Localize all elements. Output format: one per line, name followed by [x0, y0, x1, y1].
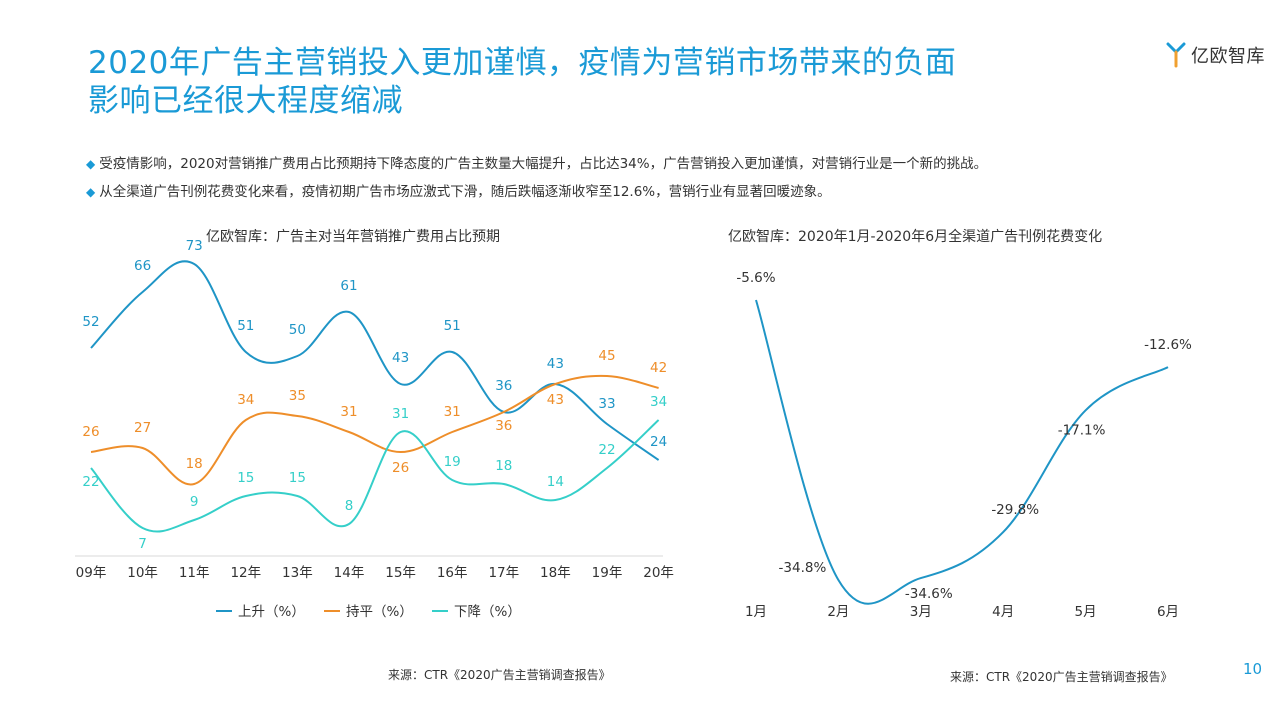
data-label: 73 — [186, 238, 203, 254]
source-note-right: 来源：CTR《2020广告主营销调查报告》 — [950, 670, 1173, 684]
series-line — [90, 374, 659, 486]
data-label: 51 — [444, 318, 461, 334]
legend-label: 持平（%） — [346, 604, 413, 620]
x-tick-label: 13年 — [282, 565, 313, 581]
series-line — [90, 419, 660, 533]
data-label: 7 — [138, 536, 147, 552]
data-label: -34.6% — [905, 586, 953, 602]
diamond-icon: ◆ — [86, 185, 96, 199]
data-label: 26 — [392, 460, 409, 476]
x-tick-label: 2月 — [827, 604, 849, 620]
data-label: -12.6% — [1144, 337, 1192, 353]
data-label: 50 — [289, 322, 306, 338]
series-line — [90, 260, 660, 461]
legend-label: 上升（%） — [238, 604, 305, 620]
data-label: 43 — [547, 356, 564, 372]
legend-label: 下降（%） — [454, 604, 521, 620]
data-label: 26 — [82, 424, 99, 440]
brand-logo-icon — [1166, 42, 1186, 68]
budget-expectation-line-chart: 09年 10年 11年 12年 13年 14年 15年 16年 17年 18年 19年 20年 52 66… — [75, 238, 674, 620]
x-tick-label: 16年 — [437, 565, 468, 581]
data-label: 19 — [444, 454, 461, 470]
data-label: 61 — [340, 278, 357, 294]
x-tick-label: 11年 — [179, 565, 210, 581]
data-label: 14 — [547, 474, 564, 490]
data-label: 35 — [289, 388, 306, 404]
finding-text: 受疫情影响，2020对营销推广费用占比预期持下降态度的广告主数量大幅提升，占比达… — [99, 156, 988, 172]
data-label: -5.6% — [736, 270, 775, 286]
data-label: 52 — [82, 314, 99, 330]
x-tick-label: 14年 — [334, 565, 365, 581]
data-label: 15 — [289, 470, 306, 486]
x-tick-label: 18年 — [540, 565, 571, 581]
data-label: 43 — [392, 350, 409, 366]
data-label: 34 — [650, 394, 667, 410]
x-tick-label: 12年 — [230, 565, 261, 581]
diamond-icon: ◆ — [86, 157, 96, 171]
data-label: 15 — [237, 470, 254, 486]
data-label: 18 — [186, 456, 203, 472]
brand-logo-text: 亿欧智库 — [1191, 46, 1265, 67]
data-label: 66 — [134, 258, 151, 274]
data-label: 51 — [237, 318, 254, 334]
data-label: 22 — [598, 442, 615, 458]
x-tick-label: 3月 — [910, 604, 932, 620]
data-label: 31 — [392, 406, 409, 422]
data-label: 22 — [82, 474, 99, 490]
finding-text: 从全渠道广告刊例花费变化来看，疫情初期广告市场应激式下滑，随后跌幅逐渐收窄至12… — [99, 184, 831, 200]
x-tick-label: 6月 — [1157, 604, 1179, 620]
x-tick-label: 09年 — [76, 565, 107, 581]
data-label: 27 — [134, 420, 151, 436]
finding-item: ◆ 从全渠道广告刊例花费变化来看，疫情初期广告市场应激式下滑，随后跌幅逐渐收窄至… — [86, 178, 987, 206]
page-title-line2: 影响已经很大程度缩减 — [88, 83, 403, 119]
page-number: 10 — [1243, 660, 1263, 678]
brand-logo: 亿欧智库 — [1166, 42, 1265, 68]
finding-item: ◆ 受疫情影响，2020对营销推广费用占比预期持下降态度的广告主数量大幅提升，占… — [86, 150, 987, 178]
data-label: 24 — [650, 434, 667, 450]
data-label: 36 — [495, 378, 512, 394]
chart1-title: 亿欧智库：广告主对当年营销推广费用占比预期 — [206, 229, 500, 245]
chart2-title: 亿欧智库：2020年1月-2020年6月全渠道广告刊例花费变化 — [728, 229, 1103, 245]
x-tick-label: 15年 — [385, 565, 416, 581]
x-tick-label: 19年 — [592, 565, 623, 581]
page-title-line1: 2020年广告主营销投入更加谨慎，疫情为营销市场带来的负面 — [88, 45, 957, 81]
page-title: 2020年广告主营销投入更加谨慎，疫情为营销市场带来的负面 影响已经很大程度缩减 — [88, 44, 956, 120]
data-label: -34.8% — [779, 560, 827, 576]
data-label: 9 — [190, 494, 199, 510]
x-tick-label: 20年 — [643, 565, 674, 581]
data-label: 33 — [598, 396, 615, 412]
key-findings: ◆ 受疫情影响，2020对营销推广费用占比预期持下降态度的广告主数量大幅提升，占… — [86, 150, 987, 206]
data-label: 43 — [547, 392, 564, 408]
x-tick-label: 10年 — [127, 565, 158, 581]
data-label: 8 — [345, 498, 354, 514]
source-note-left: 来源：CTR《2020广告主营销调查报告》 — [388, 668, 611, 682]
series-line — [755, 299, 1169, 605]
data-label: 31 — [444, 404, 461, 420]
data-label: 34 — [237, 392, 254, 408]
x-tick-label: 5月 — [1075, 604, 1097, 620]
x-tick-label: 1月 — [745, 604, 767, 620]
data-label: 45 — [598, 348, 615, 364]
data-label: -29.8% — [991, 502, 1039, 518]
data-label: 18 — [495, 458, 512, 474]
data-label: -17.1% — [1058, 422, 1106, 438]
ad-spend-change-line-chart: 1月 2月 3月 4月 5月 6月 -5.6% -34.8% -34.6% -29.8% -17.1… — [736, 270, 1192, 620]
data-label: 36 — [495, 418, 512, 434]
x-tick-label: 17年 — [488, 565, 519, 581]
data-label: 31 — [340, 404, 357, 420]
data-label: 42 — [650, 360, 667, 376]
x-tick-label: 4月 — [992, 604, 1014, 620]
